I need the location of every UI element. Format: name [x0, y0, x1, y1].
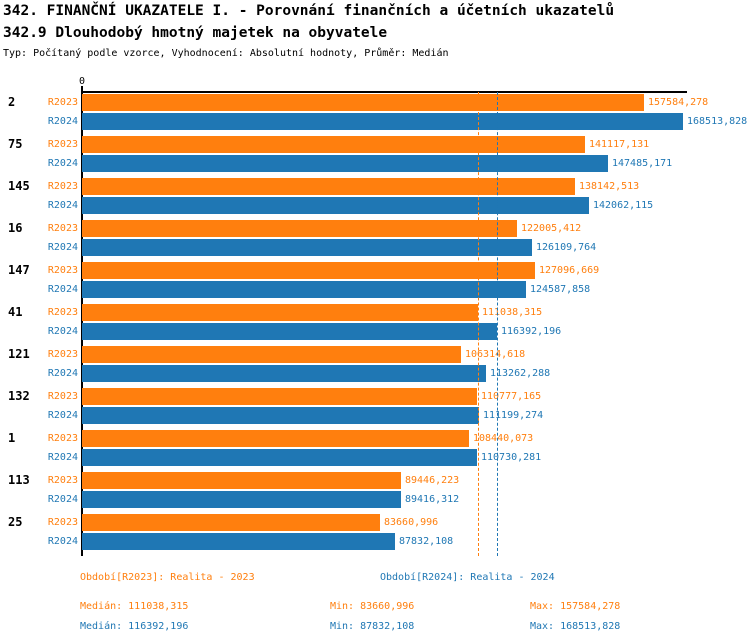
- legend-max: Max: 157584,278: [530, 601, 621, 612]
- legend-median: Medián: 116392,196: [80, 621, 189, 632]
- bar-r2023: [82, 514, 380, 531]
- value-label-r2023: 138142,513: [579, 181, 640, 192]
- value-label-r2024: 116392,196: [501, 326, 562, 337]
- category-label: 41: [8, 305, 23, 319]
- x-axis-line: [82, 91, 687, 93]
- series-label-r2024: R2024: [47, 284, 78, 295]
- bar-r2024: [82, 407, 479, 424]
- series-label-r2023: R2023: [47, 349, 78, 360]
- series-label-r2023: R2023: [47, 433, 78, 444]
- report-title: 342. FINANČNÍ UKAZATELE I. - Porovnání f…: [3, 3, 615, 19]
- series-label-r2023: R2023: [47, 475, 78, 486]
- series-label-r2023: R2023: [47, 265, 78, 276]
- series-label-r2024: R2024: [47, 158, 78, 169]
- category-label: 147: [8, 263, 30, 277]
- series-label-r2023: R2023: [47, 517, 78, 528]
- series-label-r2024: R2024: [47, 116, 78, 127]
- series-label-r2023: R2023: [47, 391, 78, 402]
- category-label: 113: [8, 473, 30, 487]
- series-label-r2024: R2024: [47, 368, 78, 379]
- value-label-r2023: 111038,315: [482, 307, 543, 318]
- series-label-r2023: R2023: [47, 97, 78, 108]
- value-label-r2024: 111199,274: [483, 410, 544, 421]
- value-label-r2023: 83660,996: [384, 517, 439, 528]
- legend-min: Min: 83660,996: [330, 601, 415, 612]
- category-label: 132: [8, 389, 30, 403]
- bar-r2023: [82, 388, 477, 405]
- median-line-r2023: [478, 92, 479, 556]
- legend-series-label: Období[R2024]: Realita - 2024: [380, 572, 555, 583]
- series-label-r2024: R2024: [47, 452, 78, 463]
- indicator-title: 342.9 Dlouhodobý hmotný majetek na obyva…: [3, 25, 388, 41]
- value-label-r2023: 122005,412: [521, 223, 582, 234]
- value-label-r2023: 127096,669: [539, 265, 600, 276]
- value-label-r2024: 147485,171: [612, 158, 673, 169]
- bar-r2024: [82, 197, 589, 214]
- bar-r2023: [82, 472, 401, 489]
- bar-r2024: [82, 533, 395, 550]
- series-label-r2023: R2023: [47, 139, 78, 150]
- value-label-r2023: 89446,223: [405, 475, 460, 486]
- category-label: 75: [8, 137, 23, 151]
- category-label: 1: [8, 431, 16, 445]
- bar-r2024: [82, 239, 532, 256]
- value-label-r2024: 124587,858: [530, 284, 591, 295]
- value-label-r2024: 126109,764: [536, 242, 597, 253]
- series-label-r2024: R2024: [47, 410, 78, 421]
- bar-r2024: [82, 491, 401, 508]
- y-axis-line: [81, 86, 83, 556]
- bar-r2023: [82, 346, 461, 363]
- value-label-r2024: 168513,828: [687, 116, 748, 127]
- value-label-r2024: 89416,312: [405, 494, 460, 505]
- value-label-r2023: 110777,165: [481, 391, 542, 402]
- series-label-r2023: R2023: [47, 181, 78, 192]
- category-label: 2: [8, 95, 16, 109]
- bar-r2023: [82, 94, 644, 111]
- value-label-r2024: 110730,281: [481, 452, 542, 463]
- category-label: 145: [8, 179, 30, 193]
- chart-meta-line: Typ: Počítaný podle vzorce, Vyhodnocení:…: [3, 48, 449, 59]
- legend-max: Max: 168513,828: [530, 621, 621, 632]
- value-label-r2024: 142062,115: [593, 200, 654, 211]
- series-label-r2023: R2023: [47, 307, 78, 318]
- series-label-r2024: R2024: [47, 200, 78, 211]
- legend-median: Medián: 111038,315: [80, 601, 189, 612]
- value-label-r2024: 113262,288: [490, 368, 551, 379]
- value-label-r2023: 108440,073: [473, 433, 534, 444]
- bar-r2023: [82, 304, 478, 321]
- value-label-r2023: 141117,131: [589, 139, 650, 150]
- bar-r2023: [82, 430, 469, 447]
- bar-r2023: [82, 178, 575, 195]
- series-label-r2024: R2024: [47, 326, 78, 337]
- bar-r2024: [82, 281, 526, 298]
- category-label: 16: [8, 221, 23, 235]
- category-label: 25: [8, 515, 23, 529]
- bar-r2023: [82, 136, 585, 153]
- series-label-r2023: R2023: [47, 223, 78, 234]
- bar-r2024: [82, 323, 497, 340]
- bar-r2023: [82, 220, 517, 237]
- bar-r2023: [82, 262, 535, 279]
- bar-r2024: [82, 365, 486, 382]
- value-label-r2024: 87832,108: [399, 536, 454, 547]
- bar-r2024: [82, 113, 683, 130]
- x-axis-zero-tick-label: 0: [78, 76, 86, 87]
- bar-r2024: [82, 449, 477, 466]
- legend-min: Min: 87832,108: [330, 621, 415, 632]
- legend-series-label: Období[R2023]: Realita - 2023: [80, 572, 255, 583]
- bar-r2024: [82, 155, 608, 172]
- value-label-r2023: 106314,618: [465, 349, 526, 360]
- series-label-r2024: R2024: [47, 536, 78, 547]
- value-label-r2023: 157584,278: [648, 97, 709, 108]
- median-line-r2024: [497, 92, 498, 556]
- series-label-r2024: R2024: [47, 242, 78, 253]
- category-label: 121: [8, 347, 30, 361]
- series-label-r2024: R2024: [47, 494, 78, 505]
